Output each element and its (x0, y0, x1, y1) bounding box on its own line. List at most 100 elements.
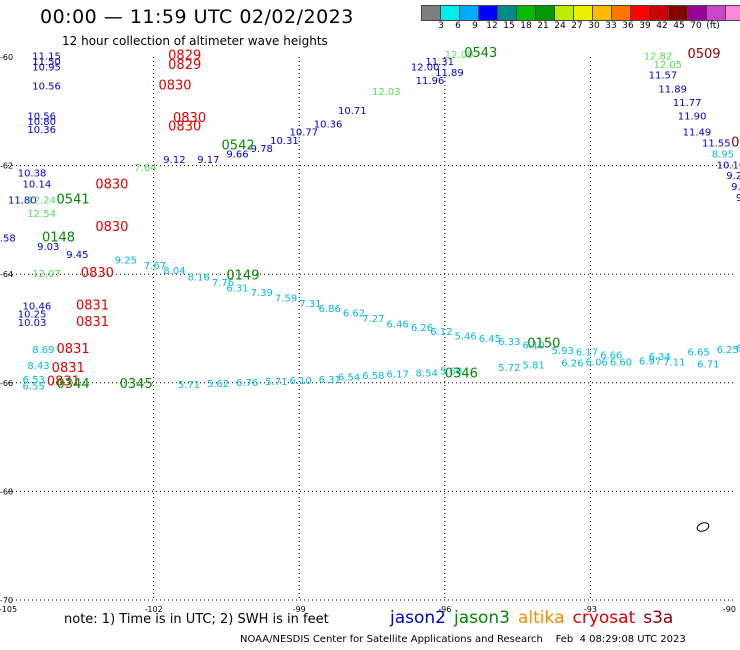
wave-height-value: 5.71 (265, 377, 287, 388)
wave-height-value: 11.96 (416, 76, 445, 87)
pass-time-label: 0345 (120, 377, 153, 392)
wave-height-value: 12.82 (644, 52, 673, 63)
credit-line: NOAA/NESDIS Center for Satellite Applica… (240, 634, 686, 645)
pass-time-label: 0830 (81, 266, 114, 281)
wave-height-value: 6.62 (343, 309, 365, 320)
wave-height-value: 7.27 (362, 314, 384, 325)
pass-time-label: 0509 (687, 47, 720, 62)
colorbar-label: 30 (588, 21, 600, 31)
pass-time-label: 0830 (95, 177, 128, 192)
wave-height-value: 7.64 (134, 163, 156, 174)
wave-height-value: 8.69 (32, 345, 54, 356)
wave-height-value: 6.45 (479, 334, 501, 345)
wave-height-value: 6.66 (600, 350, 622, 361)
wave-height-value: 11.15 (32, 52, 61, 63)
wave-height-value: 10.38 (18, 168, 47, 179)
wave-height-value: 12.54 (27, 209, 56, 220)
wave-height-value: 6.26 (561, 359, 583, 370)
wave-height-value: 8.95 (712, 149, 734, 160)
island-outline (696, 522, 710, 532)
wave-height-value: 5.46 (455, 331, 477, 342)
pass-time-label: 0148 (42, 231, 75, 246)
wave-height-value: 10.36 (27, 125, 56, 136)
wave-height-value: 10.80 (27, 117, 56, 128)
legend-altika: altika (518, 608, 565, 628)
colorbar-label: 33 (605, 21, 617, 31)
wave-height-value: 6.86 (319, 304, 341, 315)
pass-time-label: 0829 (168, 58, 201, 73)
wave-height-value: 10.14 (23, 179, 52, 190)
latitude-label: -66 (0, 379, 13, 388)
satellite-legend: jason2 jason3 altika cryosat s3a (390, 608, 681, 628)
wave-height-value: 12.00 (411, 63, 440, 74)
pass-time-label: 0830 (158, 79, 191, 94)
wave-height-value: 6.06 (586, 357, 608, 368)
page-title: 00:00 — 11:59 UTC 02/02/2023 (40, 6, 354, 28)
wave-height-value: 12.09 (445, 50, 474, 61)
longitude-label: -102 (145, 605, 163, 614)
pass-time-label: 0542 (222, 138, 255, 153)
wave-height-colorbar (421, 5, 740, 21)
wave-height-value: 11.89 (435, 68, 464, 79)
pass-time-label: 05 (731, 136, 740, 151)
colorbar-cell (725, 5, 740, 21)
wave-height-value: 6.10 (289, 376, 311, 387)
pass-time-label: 0344 (57, 377, 90, 392)
pass-time-label: 0346 (445, 366, 478, 381)
pass-time-label: 0831 (52, 361, 85, 376)
wave-height-value: 7.39 (251, 288, 273, 299)
wave-height-value: 5.72 (498, 363, 520, 374)
latitude-label: -62 (0, 162, 13, 171)
wave-height-value: 9.23 (726, 171, 740, 182)
note-text: note: 1) Time is in UTC; 2) SWH is in fe… (64, 612, 329, 627)
wave-height-value: 8.43 (27, 361, 49, 372)
page-subtitle: 12 hour collection of altimeter wave hei… (62, 34, 328, 48)
wave-height-value: 10.36 (314, 120, 343, 131)
wave-height-value: 6.10 (522, 341, 544, 352)
wave-height-value: 6.33 (498, 337, 520, 348)
wave-height-value: 6.76 (236, 378, 258, 389)
colorbar-label: 9 (472, 21, 478, 31)
wave-height-value: 7.76 (212, 278, 234, 289)
wave-height-value: 11.55 (702, 139, 731, 150)
wave-height-value: 7.11 (663, 357, 685, 368)
wave-height-value: 7.31 (299, 299, 321, 310)
longitude-label: -99 (293, 605, 306, 614)
wave-height-value: 6.53 (23, 375, 45, 386)
wave-height-value: 8.04 (163, 266, 185, 277)
wave-height-value: 9.45 (66, 250, 88, 261)
pass-time-label: 0149 (226, 269, 259, 284)
wave-height-value: 5.71 (178, 380, 200, 391)
colorbar-label: 18 (520, 21, 532, 31)
pass-time-label: 0541 (57, 193, 90, 208)
legend-jason3: jason3 (454, 608, 510, 628)
wave-height-value: 11.90 (678, 111, 707, 122)
wave-height-value: 11.57 (649, 71, 678, 82)
wave-height-value: 11.50 (32, 57, 61, 68)
wave-height-value: 12.05 (653, 60, 682, 71)
wave-height-value: 11.80 (8, 196, 37, 207)
legend-cryosat: cryosat (572, 608, 636, 628)
legend-jason2: jason2 (390, 608, 446, 628)
wave-height-value: 12.03 (372, 87, 401, 98)
wave-height-value: 5.62 (207, 379, 229, 390)
wave-height-value: 6.34 (649, 352, 671, 363)
wave-height-value: 6.55 (23, 381, 45, 392)
wave-height-value: 6.31 (226, 284, 248, 295)
colorbar-label: 36 (622, 21, 634, 31)
latitude-label: -70 (0, 596, 13, 605)
wave-height-value: 9.12 (163, 155, 185, 166)
longitude-label: -105 (0, 605, 17, 614)
longitude-label: -93 (584, 605, 597, 614)
colorbar-label: 6 (455, 21, 461, 31)
wave-height-value: 9.03 (37, 242, 59, 253)
latitude-label: -60 (0, 53, 13, 62)
colorbar-label: (ft) (706, 21, 720, 31)
wave-height-value: 10.03 (18, 318, 47, 329)
wave-height-value: 7.67 (144, 261, 166, 272)
wave-height-value: 10.95 (32, 63, 61, 74)
wave-height-value: 6.60 (610, 357, 632, 368)
wave-height-value: 9.66 (226, 149, 248, 160)
pass-time-label: 0150 (527, 337, 560, 352)
